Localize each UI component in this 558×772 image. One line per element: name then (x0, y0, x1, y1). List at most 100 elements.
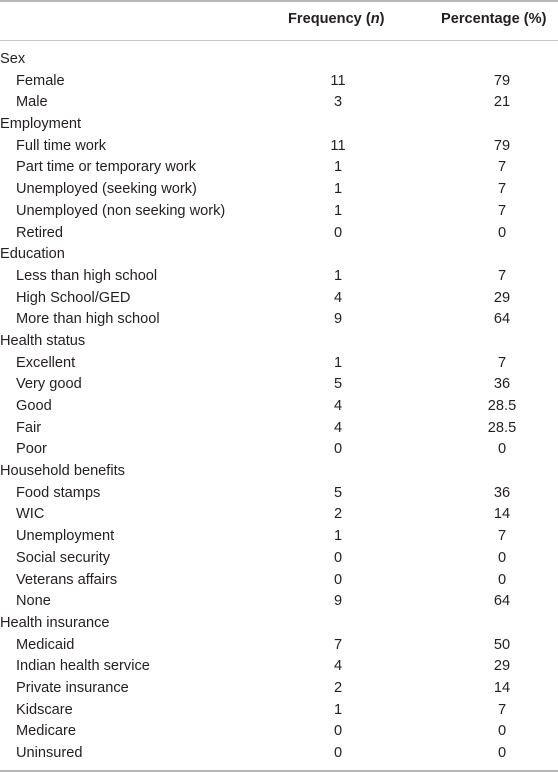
table-row: More than high school 9 64 (0, 309, 558, 331)
table-row: Poor 0 0 (0, 439, 558, 461)
percentage-cell: 28.5 (487, 419, 517, 436)
row-label: Male (16, 94, 48, 111)
frequency-cell: 1 (333, 267, 343, 284)
percentage-column-header: Percentage (%) (441, 11, 547, 27)
row-label: Indian health service (16, 658, 150, 675)
group-label: Sex (0, 51, 26, 67)
frequency-cell: 0 (333, 571, 343, 588)
table-row: Unemployment 1 7 (0, 526, 558, 548)
percentage-cell: 29 (493, 658, 511, 675)
table-group-row: Health status (0, 331, 558, 353)
row-label: Fair (16, 419, 42, 436)
table-row: Social security 0 0 (0, 548, 558, 570)
table-body: Sex Female 11 79 Male 3 21 Employment Full time … (0, 49, 558, 765)
row-label: Medicare (16, 723, 77, 740)
row-label: High School/GED (16, 289, 131, 306)
percentage-cell: 29 (493, 289, 511, 306)
row-label: WIC (16, 506, 45, 523)
frequency-cell: 11 (330, 72, 346, 89)
row-label: Unemployment (16, 528, 115, 545)
percentage-cell: 0 (497, 549, 507, 566)
table-row: Private insurance 2 14 (0, 678, 558, 700)
frequency-cell: 5 (333, 376, 343, 393)
frequency-cell: 4 (333, 658, 343, 675)
frequency-header-n: n (370, 11, 380, 27)
percentage-cell: 21 (493, 94, 511, 111)
frequency-cell: 0 (333, 441, 343, 458)
table-group-row: Employment (0, 114, 558, 136)
percentage-cell: 79 (493, 72, 511, 89)
frequency-cell: 0 (333, 549, 343, 566)
header-rule (0, 40, 558, 41)
frequency-cell: 1 (333, 528, 343, 545)
frequency-cell: 2 (333, 679, 343, 696)
percentage-cell: 36 (493, 484, 511, 501)
percentage-cell: 28.5 (487, 398, 517, 414)
frequency-cell: 9 (333, 311, 343, 328)
frequency-header-close: ) (379, 11, 385, 27)
percentage-cell: 14 (493, 679, 511, 696)
row-label: Very good (16, 376, 82, 393)
table-row: Indian health service 4 29 (0, 656, 558, 678)
table-group-row: Household benefits (0, 461, 558, 483)
table-row: Retired 0 0 (0, 223, 558, 245)
percentage-cell: 50 (493, 636, 511, 653)
table-row: Excellent 1 7 (0, 353, 558, 375)
percentage-cell: 7 (497, 202, 507, 219)
table-top-rule (0, 0, 558, 2)
table-row: Very good 5 36 (0, 374, 558, 396)
row-label: Private insurance (16, 679, 129, 696)
row-label: Veterans affairs (16, 571, 118, 588)
percentage-cell: 0 (497, 571, 507, 588)
frequency-cell: 1 (333, 181, 343, 198)
table-header: Frequency (n) Percentage (%) (0, 0, 558, 40)
frequency-cell: 5 (333, 484, 343, 501)
row-label: Excellent (16, 354, 76, 371)
group-label: Health status (0, 332, 86, 349)
percentage-cell: 0 (497, 723, 507, 740)
row-label: Medicaid (16, 636, 75, 653)
percentage-cell: 7 (497, 267, 507, 284)
row-label: Good (16, 398, 52, 414)
percentage-cell: 7 (497, 528, 507, 545)
percentage-cell: 0 (497, 745, 507, 761)
table-row: Veterans affairs 0 0 (0, 570, 558, 592)
percentage-cell: 14 (493, 506, 511, 523)
frequency-cell: 7 (333, 636, 343, 653)
group-label: Health insurance (0, 614, 110, 631)
frequency-header-text: Frequency ( (288, 11, 371, 27)
row-label: Unemployed (seeking work) (16, 181, 197, 198)
table-row: Kidscare 1 7 (0, 700, 558, 722)
percentage-cell: 0 (497, 224, 507, 241)
table-row: Unemployed (non seeking work) 1 7 (0, 201, 558, 223)
frequency-cell: 0 (333, 745, 343, 761)
frequency-cell: 1 (333, 701, 343, 718)
percentage-cell: 7 (497, 181, 507, 198)
frequency-cell: 9 (333, 593, 343, 610)
frequency-cell: 3 (333, 94, 343, 111)
group-label: Employment (0, 116, 82, 133)
row-label: Food stamps (16, 484, 101, 501)
row-label: Retired (16, 224, 64, 241)
table-row: Full time work 11 79 (0, 136, 558, 158)
row-label: Unemployed (non seeking work) (16, 202, 226, 219)
table-row: Fair 4 28.5 (0, 418, 558, 440)
percentage-cell: 7 (497, 701, 507, 718)
frequency-cell: 0 (333, 224, 343, 241)
percentage-cell: 7 (497, 159, 507, 176)
group-label: Education (0, 246, 65, 263)
table-row: Medicare 0 0 (0, 721, 558, 743)
table-row: Female 11 79 (0, 71, 558, 93)
table-row: Less than high school 1 7 (0, 266, 558, 288)
table-group-row: Health insurance (0, 613, 558, 635)
table-group-row: Education (0, 244, 558, 266)
frequency-cell: 4 (333, 398, 343, 414)
frequency-cell: 4 (333, 419, 343, 436)
frequency-cell: 1 (333, 202, 343, 219)
table-row: WIC 2 14 (0, 504, 558, 526)
percentage-cell: 36 (493, 376, 511, 393)
row-label: More than high school (16, 311, 160, 328)
row-label: Kidscare (16, 701, 73, 718)
frequency-cell: 1 (333, 159, 343, 176)
